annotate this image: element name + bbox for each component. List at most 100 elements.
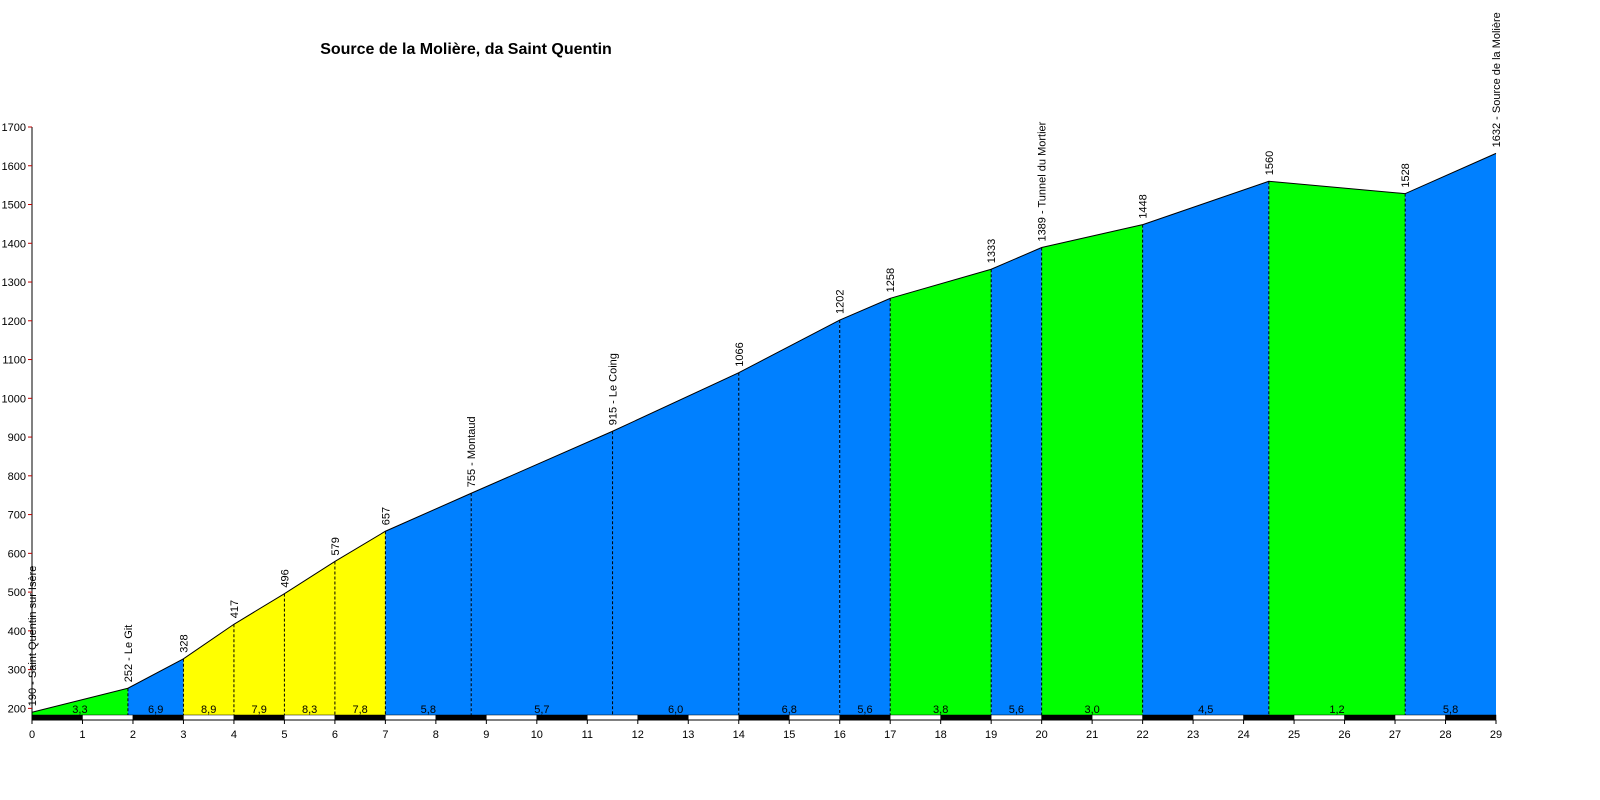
scale-km-22 xyxy=(1142,714,1194,721)
point-labels: 190 - Saint Quentin sur Isère 252 - Le Gi… xyxy=(27,12,1503,706)
x-tick-label-20: 20 xyxy=(1036,729,1048,741)
gradient-label-16: 5,8 xyxy=(1443,704,1458,716)
scale-km-26 xyxy=(1344,714,1396,721)
gradient-label-12: 5,6 xyxy=(1009,704,1024,716)
gradient-label-3: 7,9 xyxy=(252,704,267,716)
y-tick-label-1: 300 xyxy=(8,665,26,677)
segment-area-11 xyxy=(890,269,992,715)
x-tick-label-22: 22 xyxy=(1136,729,1148,741)
point-label-13: 1389 - Tunnel du Mortier xyxy=(1037,121,1049,241)
y-tick-label-6: 800 xyxy=(8,471,26,483)
x-tick-label-28: 28 xyxy=(1439,729,1451,741)
point-label-8: 915 - Le Coing xyxy=(608,353,620,425)
gradient-label-6: 5,8 xyxy=(421,704,436,716)
axes: 2003004005006007008009001000110012001300… xyxy=(2,122,1503,741)
point-label-10: 1202 xyxy=(835,290,847,314)
y-tick-label-10: 1200 xyxy=(2,316,26,328)
y-tick-label-9: 1100 xyxy=(2,355,26,367)
x-tick-label-1: 1 xyxy=(79,729,85,741)
scale-km-11 xyxy=(587,714,639,721)
gradient-label-9: 6,8 xyxy=(782,704,797,716)
x-tick-label-11: 11 xyxy=(582,729,593,741)
profile-line xyxy=(31,152,1497,713)
gradient-label-10: 5,6 xyxy=(857,704,872,716)
gradient-label-2: 8,9 xyxy=(201,704,216,716)
x-tick-label-8: 8 xyxy=(433,729,439,741)
segment-area-1 xyxy=(127,658,184,715)
point-label-0: 190 - Saint Quentin sur Isère xyxy=(27,566,39,707)
y-tick-label-2: 400 xyxy=(8,626,26,638)
x-tick-label-4: 4 xyxy=(231,729,237,741)
segment-area-14 xyxy=(1142,181,1269,715)
x-tick-label-9: 9 xyxy=(483,729,489,741)
segment-dividers xyxy=(127,181,1406,715)
x-tick-label-27: 27 xyxy=(1389,729,1401,741)
point-label-3: 417 xyxy=(229,600,241,618)
y-tick-label-7: 900 xyxy=(8,432,26,444)
point-label-15: 1560 xyxy=(1264,151,1276,175)
point-label-5: 579 xyxy=(330,537,342,555)
scale-km-1 xyxy=(82,714,134,721)
y-tick-label-5: 700 xyxy=(8,510,26,522)
y-tick-label-8: 1000 xyxy=(2,393,26,405)
gradient-label-0: 3,3 xyxy=(72,704,87,716)
segment-area-12 xyxy=(991,247,1042,715)
segment-area-4 xyxy=(284,561,335,715)
segment-area-16 xyxy=(1405,153,1496,715)
segment-area-0 xyxy=(32,688,128,715)
y-tick-label-13: 1500 xyxy=(2,200,26,212)
gradient-label-8: 6,0 xyxy=(668,704,683,716)
gradient-label-11: 3,8 xyxy=(933,704,948,716)
segment-area-8 xyxy=(612,372,739,715)
point-label-7: 755 - Montaud xyxy=(466,416,478,487)
point-label-9: 1066 xyxy=(734,342,746,366)
x-tick-label-25: 25 xyxy=(1288,729,1300,741)
scale-km-9 xyxy=(486,714,538,721)
gradient-label-1: 6,9 xyxy=(148,704,163,716)
x-tick-label-29: 29 xyxy=(1490,729,1502,741)
point-label-4: 496 xyxy=(279,569,291,587)
x-tick-label-17: 17 xyxy=(884,729,896,741)
scale-km-27 xyxy=(1394,714,1446,721)
x-tick-label-26: 26 xyxy=(1338,729,1350,741)
chart-title: Source de la Molière, da Saint Quentin xyxy=(320,41,612,58)
x-tick-label-0: 0 xyxy=(29,729,35,741)
x-tick-label-19: 19 xyxy=(985,729,997,741)
x-tick-label-18: 18 xyxy=(935,729,947,741)
x-tick-label-14: 14 xyxy=(733,729,745,741)
x-tick-label-13: 13 xyxy=(682,729,694,741)
gradient-label-4: 8,3 xyxy=(302,704,317,716)
point-label-2: 328 xyxy=(178,634,190,652)
segment-area-10 xyxy=(839,298,891,715)
x-tick-label-23: 23 xyxy=(1187,729,1199,741)
y-tick-label-0: 200 xyxy=(8,703,26,715)
gradient-label-5: 7,8 xyxy=(352,704,367,716)
point-label-6: 657 xyxy=(380,507,392,525)
y-tick-label-4: 600 xyxy=(8,548,26,560)
scale-km-24 xyxy=(1243,714,1295,721)
profile-areas xyxy=(31,152,1497,715)
y-tick-label-3: 500 xyxy=(8,587,26,599)
x-tick-label-5: 5 xyxy=(281,729,287,741)
segment-area-9 xyxy=(738,320,840,715)
distance-scale-bar xyxy=(31,714,1497,721)
segment-area-13 xyxy=(1041,224,1143,715)
gradient-label-14: 4,5 xyxy=(1198,704,1213,716)
y-tick-label-11: 1300 xyxy=(2,277,26,289)
gradient-labels: 3,3 6,9 8,9 7,9 8,3 7,8 5,8 5,7 6,0 6,8 5,6 3,8 5,6 3… xyxy=(72,704,1458,716)
segment-area-5 xyxy=(334,531,386,715)
y-tick-label-12: 1400 xyxy=(2,238,26,250)
x-tick-label-16: 16 xyxy=(834,729,846,741)
segment-area-2 xyxy=(183,624,234,715)
segment-area-6 xyxy=(385,493,472,715)
scale-km-13 xyxy=(688,714,740,721)
gradient-label-15: 1,2 xyxy=(1329,704,1344,716)
x-tick-label-3: 3 xyxy=(180,729,186,741)
x-tick-label-24: 24 xyxy=(1237,729,1249,741)
point-label-17: 1632 - Source de la Molière xyxy=(1491,12,1503,147)
point-label-11: 1258 xyxy=(885,268,897,292)
segment-area-7 xyxy=(471,431,613,715)
x-tick-label-10: 10 xyxy=(531,729,543,741)
point-label-16: 1528 xyxy=(1400,163,1412,187)
